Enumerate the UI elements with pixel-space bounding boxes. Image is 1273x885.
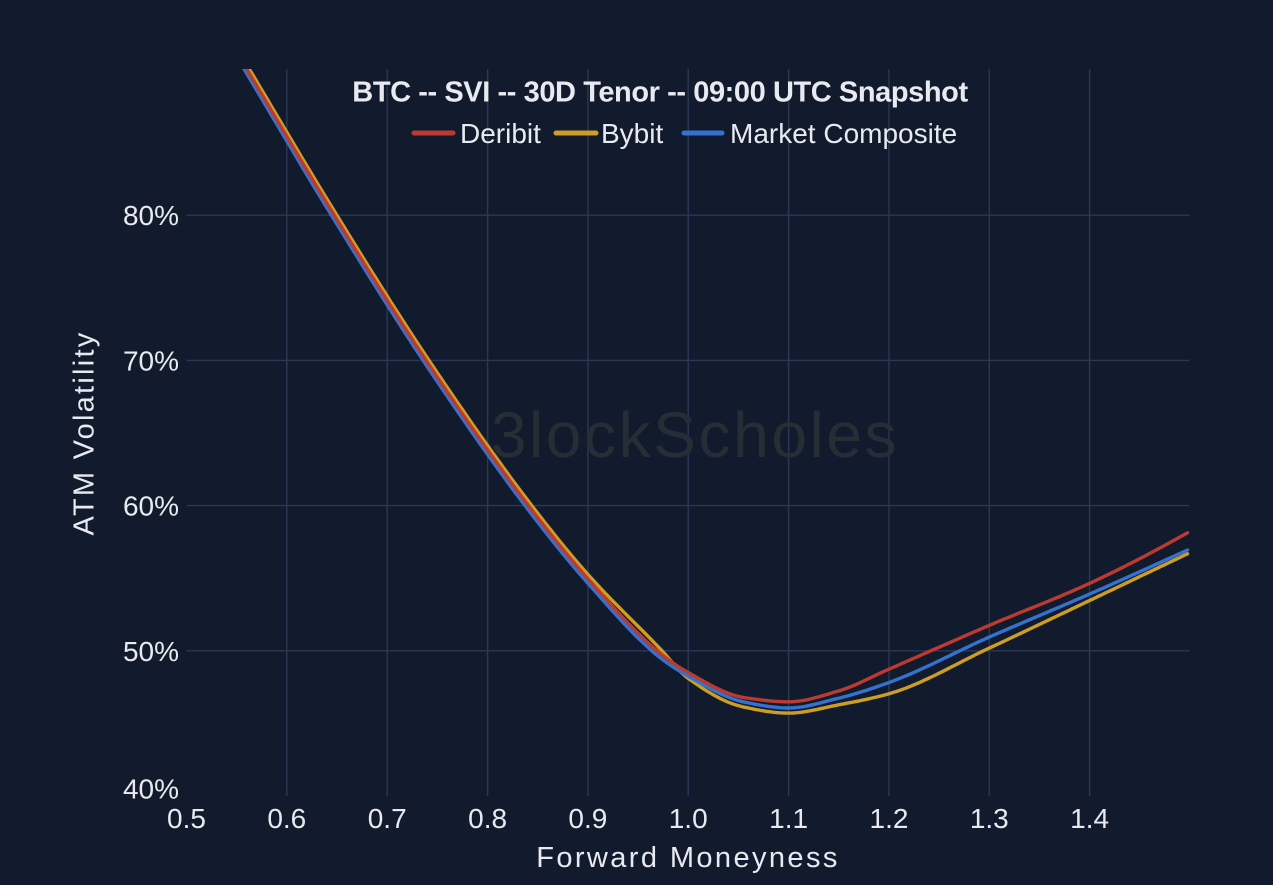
svg-text:1.4: 1.4 [1070, 803, 1109, 834]
svg-text:40%: 40% [123, 774, 179, 805]
svg-text:1.2: 1.2 [870, 803, 909, 834]
svg-text:80%: 80% [123, 200, 179, 231]
svg-text:1.3: 1.3 [970, 803, 1009, 834]
svg-text:Forward Moneyness: Forward Moneyness [536, 842, 840, 874]
svg-text:50%: 50% [123, 636, 179, 667]
svg-text:ATM Volatility: ATM Volatility [69, 330, 101, 535]
svg-text:0.7: 0.7 [368, 803, 407, 834]
svg-text:0.6: 0.6 [267, 803, 306, 834]
svg-text:Market Composite: Market Composite [730, 118, 957, 149]
svg-text:Deribit: Deribit [460, 118, 541, 149]
svg-text:60%: 60% [123, 491, 179, 522]
svg-text:Bybit: Bybit [601, 118, 663, 149]
svg-text:0.9: 0.9 [568, 803, 607, 834]
svg-text:0.5: 0.5 [167, 803, 206, 834]
svg-text:3lockScholes: 3lockScholes [491, 399, 899, 471]
svg-text:0.8: 0.8 [468, 803, 507, 834]
svg-text:BTC -- SVI -- 30D Tenor -- 09:: BTC -- SVI -- 30D Tenor -- 09:00 UTC Sna… [352, 77, 968, 109]
svg-text:70%: 70% [123, 345, 179, 376]
svg-text:1.0: 1.0 [669, 803, 708, 834]
svg-text:1.1: 1.1 [769, 803, 808, 834]
